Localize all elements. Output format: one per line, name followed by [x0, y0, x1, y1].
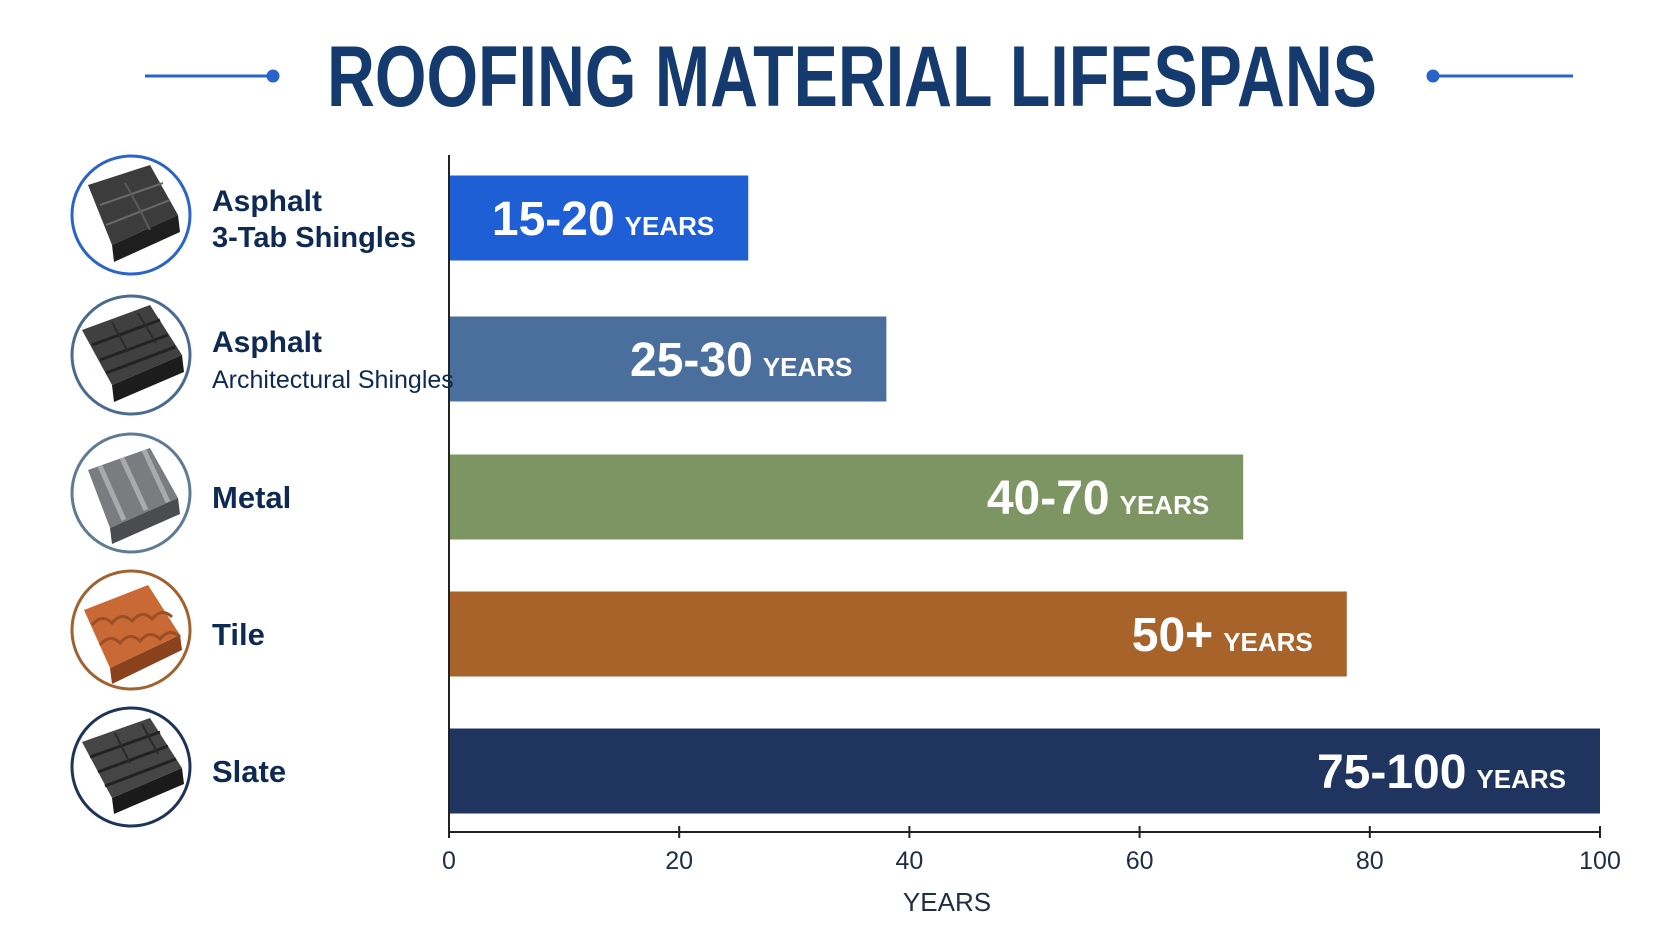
metal-roof-panel-icon	[70, 432, 192, 554]
bar-range-text-4: 75-100	[1317, 746, 1466, 799]
x-ticks-layer: 0 20 40 60 80 100	[442, 826, 1621, 875]
category-label-0-line1: Asphalt	[212, 185, 322, 218]
bar-range-text-3: 50+	[1132, 609, 1213, 662]
asphalt-3tab-shingles-icon	[70, 154, 192, 276]
bar-0	[450, 175, 749, 261]
category-labels-layer: Asphalt 3-Tab Shingles Asphalt Architectura…	[212, 185, 454, 789]
x-tick-label-5: 100	[1579, 847, 1621, 875]
bar-unit-text-3: YEARS	[1223, 627, 1313, 657]
bar-range-text-0: 15-20	[492, 193, 615, 246]
x-axis-title: YEARS	[903, 887, 991, 917]
x-tick-label-2: 40	[895, 847, 923, 875]
asphalt-architectural-shingles-icon	[70, 294, 192, 416]
x-tick-label-1: 20	[665, 847, 693, 875]
title-decoration-left	[145, 69, 280, 83]
title-decoration-right	[1426, 69, 1573, 83]
category-label-1-line1: Asphalt	[212, 326, 322, 359]
bar-value-label-4: 75-100 YEARS	[1317, 746, 1566, 799]
chart-title: ROOFING MATERIAL LIFESPANS	[327, 29, 1377, 125]
x-tick-label-4: 80	[1356, 847, 1384, 875]
bar-unit-text-2: YEARS	[1120, 490, 1210, 520]
x-tick-label-3: 60	[1126, 847, 1154, 875]
bar-unit-text-0: YEARS	[625, 211, 715, 241]
category-label-2: Metal	[212, 480, 291, 515]
bar-3	[450, 591, 1347, 677]
category-label-4: Slate	[212, 754, 286, 789]
bar-range-text-1: 25-30	[630, 334, 753, 387]
bar-4	[450, 728, 1600, 814]
bar-value-label-1: 25-30 YEARS	[630, 334, 852, 387]
x-tick-label-0: 0	[442, 847, 456, 875]
bar-value-label-3: 50+ YEARS	[1132, 609, 1313, 662]
slate-tile-icon	[70, 706, 192, 828]
bar-value-label-0: 15-20 YEARS	[492, 193, 714, 246]
category-label-1-line2: Architectural Shingles	[212, 366, 454, 394]
category-label-0-line2: 3-Tab Shingles	[212, 222, 416, 254]
bar-unit-text-4: YEARS	[1476, 764, 1566, 794]
category-label-3: Tile	[212, 617, 265, 652]
bar-range-text-2: 40-70	[987, 472, 1110, 525]
bar-2	[450, 454, 1244, 540]
bar-value-label-2: 40-70 YEARS	[987, 472, 1209, 525]
bar-unit-text-1: YEARS	[763, 352, 853, 382]
clay-tile-icon	[70, 569, 192, 691]
bar-1	[450, 316, 887, 402]
